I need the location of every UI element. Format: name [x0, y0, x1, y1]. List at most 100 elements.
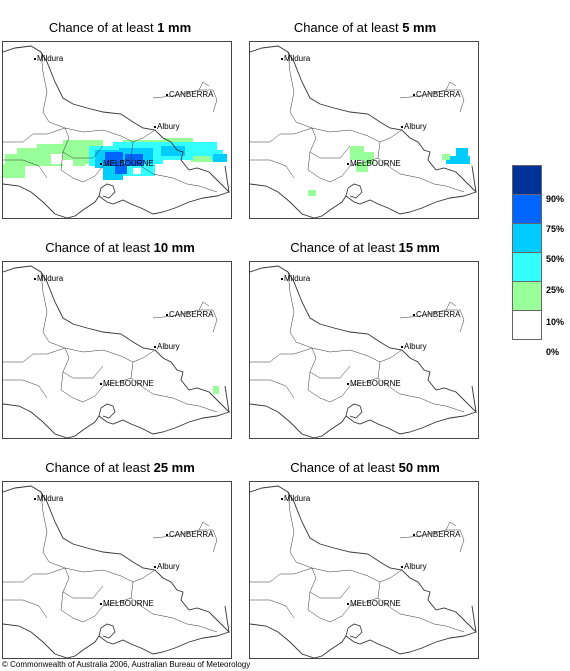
place-marker: [154, 346, 156, 348]
boundary-line: [287, 51, 351, 159]
legend-swatch-0: [512, 310, 542, 340]
place-label-albury: Albury: [157, 122, 180, 131]
map-1mm: Mildura CANBERRA Albury MELBOURNE: [2, 41, 232, 219]
boundary-line: [377, 581, 465, 633]
place-label-melbourne: MELBOURNE: [103, 379, 154, 388]
place-marker: [34, 498, 36, 500]
place-label-canberra: CANBERRA: [416, 90, 461, 99]
place-label-mildura: Mildura: [284, 54, 311, 63]
boundary-line: [40, 491, 104, 599]
boundary-line: [3, 379, 48, 399]
place-label-mildura: Mildura: [37, 494, 64, 503]
boundary-line: [345, 403, 363, 419]
probability-legend: [512, 165, 542, 340]
place-marker: [401, 346, 403, 348]
rainfall-probability-cell: [350, 146, 364, 160]
boundary-line: [399, 89, 465, 113]
place-label-melbourne: MELBOURNE: [103, 599, 154, 608]
boundary-line: [3, 347, 66, 363]
boundary-line: [3, 567, 66, 583]
map-10mm: Mildura CANBERRA Albury MELBOURNE: [2, 261, 232, 439]
place-label-melbourne: MELBOURNE: [350, 159, 401, 168]
boundary-line: [198, 81, 210, 91]
legend-swatch-25: [512, 252, 542, 282]
boundary-line: [287, 491, 351, 599]
legend-swatch-75: [512, 194, 542, 224]
boundary-line: [60, 151, 132, 183]
boundary-line: [311, 567, 403, 583]
boundary-line: [250, 265, 477, 438]
rainfall-probability-cell: [213, 386, 219, 394]
place-marker: [100, 163, 102, 165]
place-marker: [166, 94, 168, 96]
boundary-line: [198, 521, 210, 531]
boundary-line: [445, 301, 457, 311]
legend-label-90: 90%: [546, 194, 565, 204]
place-label-mildura: Mildura: [284, 494, 311, 503]
legend-label-10: 10%: [546, 317, 565, 327]
boundary-line: [345, 183, 363, 199]
boundary-line: [98, 403, 116, 419]
legend-swatch-10: [512, 281, 542, 311]
boundary-line: [345, 623, 363, 639]
place-label-albury: Albury: [404, 342, 427, 351]
boundary-line: [3, 265, 230, 438]
place-marker: [34, 278, 36, 280]
legend-label-0: 0%: [546, 347, 560, 357]
rainfall-probability-cell: [3, 164, 25, 178]
place-label-albury: Albury: [404, 562, 427, 571]
place-marker: [166, 534, 168, 536]
place-marker: [413, 534, 415, 536]
boundary-line: [250, 127, 313, 143]
place-marker: [347, 163, 349, 165]
place-marker: [281, 58, 283, 60]
legend-label-25: 25%: [546, 285, 565, 295]
place-marker: [413, 314, 415, 316]
legend-swatch-50: [512, 223, 542, 253]
boundary-line: [445, 81, 457, 91]
boundary-line: [64, 347, 156, 363]
place-label-mildura: Mildura: [37, 274, 64, 283]
place-label-canberra: CANBERRA: [416, 310, 461, 319]
boundary-line: [399, 529, 465, 553]
panel-title-1mm: Chance of at least 1 mm: [48, 20, 192, 35]
place-marker: [34, 58, 36, 60]
legend-label-75: 75%: [546, 224, 565, 234]
place-marker: [401, 126, 403, 128]
boundary-line: [377, 361, 465, 413]
place-label-melbourne: MELBOURNE: [350, 599, 401, 608]
place-marker: [413, 94, 415, 96]
place-marker: [166, 314, 168, 316]
rainfall-probability-cell: [442, 154, 450, 160]
boundary-line: [152, 309, 218, 333]
rainfall-probability-cell: [456, 148, 468, 156]
boundary-line: [98, 623, 116, 639]
place-label-canberra: CANBERRA: [169, 530, 214, 539]
map-outline: [3, 485, 230, 658]
rainfall-probability-cell: [63, 160, 73, 168]
place-label-albury: Albury: [157, 342, 180, 351]
boundary-line: [98, 183, 116, 199]
map-15mm: Mildura CANBERRA Albury MELBOURNE: [249, 261, 479, 439]
place-marker: [281, 278, 283, 280]
place-marker: [347, 383, 349, 385]
panel-title-15mm: Chance of at least 15 mm: [290, 240, 440, 255]
panel-title-50mm: Chance of at least 50 mm: [290, 460, 440, 475]
boundary-line: [287, 271, 351, 379]
rainfall-probability-cell: [364, 152, 374, 164]
map-50mm: Mildura CANBERRA Albury MELBOURNE: [249, 481, 479, 659]
place-marker: [100, 603, 102, 605]
rainfall-probability-cell: [446, 156, 470, 164]
boundary-line: [311, 347, 403, 363]
boundary-line: [377, 141, 465, 193]
boundary-line: [3, 599, 48, 619]
boundary-line: [307, 591, 379, 623]
boundary-line: [3, 159, 48, 179]
boundary-line: [60, 591, 132, 623]
place-label-canberra: CANBERRA: [169, 310, 214, 319]
map-outline: [3, 45, 230, 218]
boundary-line: [64, 567, 156, 583]
boundary-line: [250, 567, 313, 583]
map-outline: [3, 265, 230, 438]
boundary-line: [3, 127, 66, 143]
